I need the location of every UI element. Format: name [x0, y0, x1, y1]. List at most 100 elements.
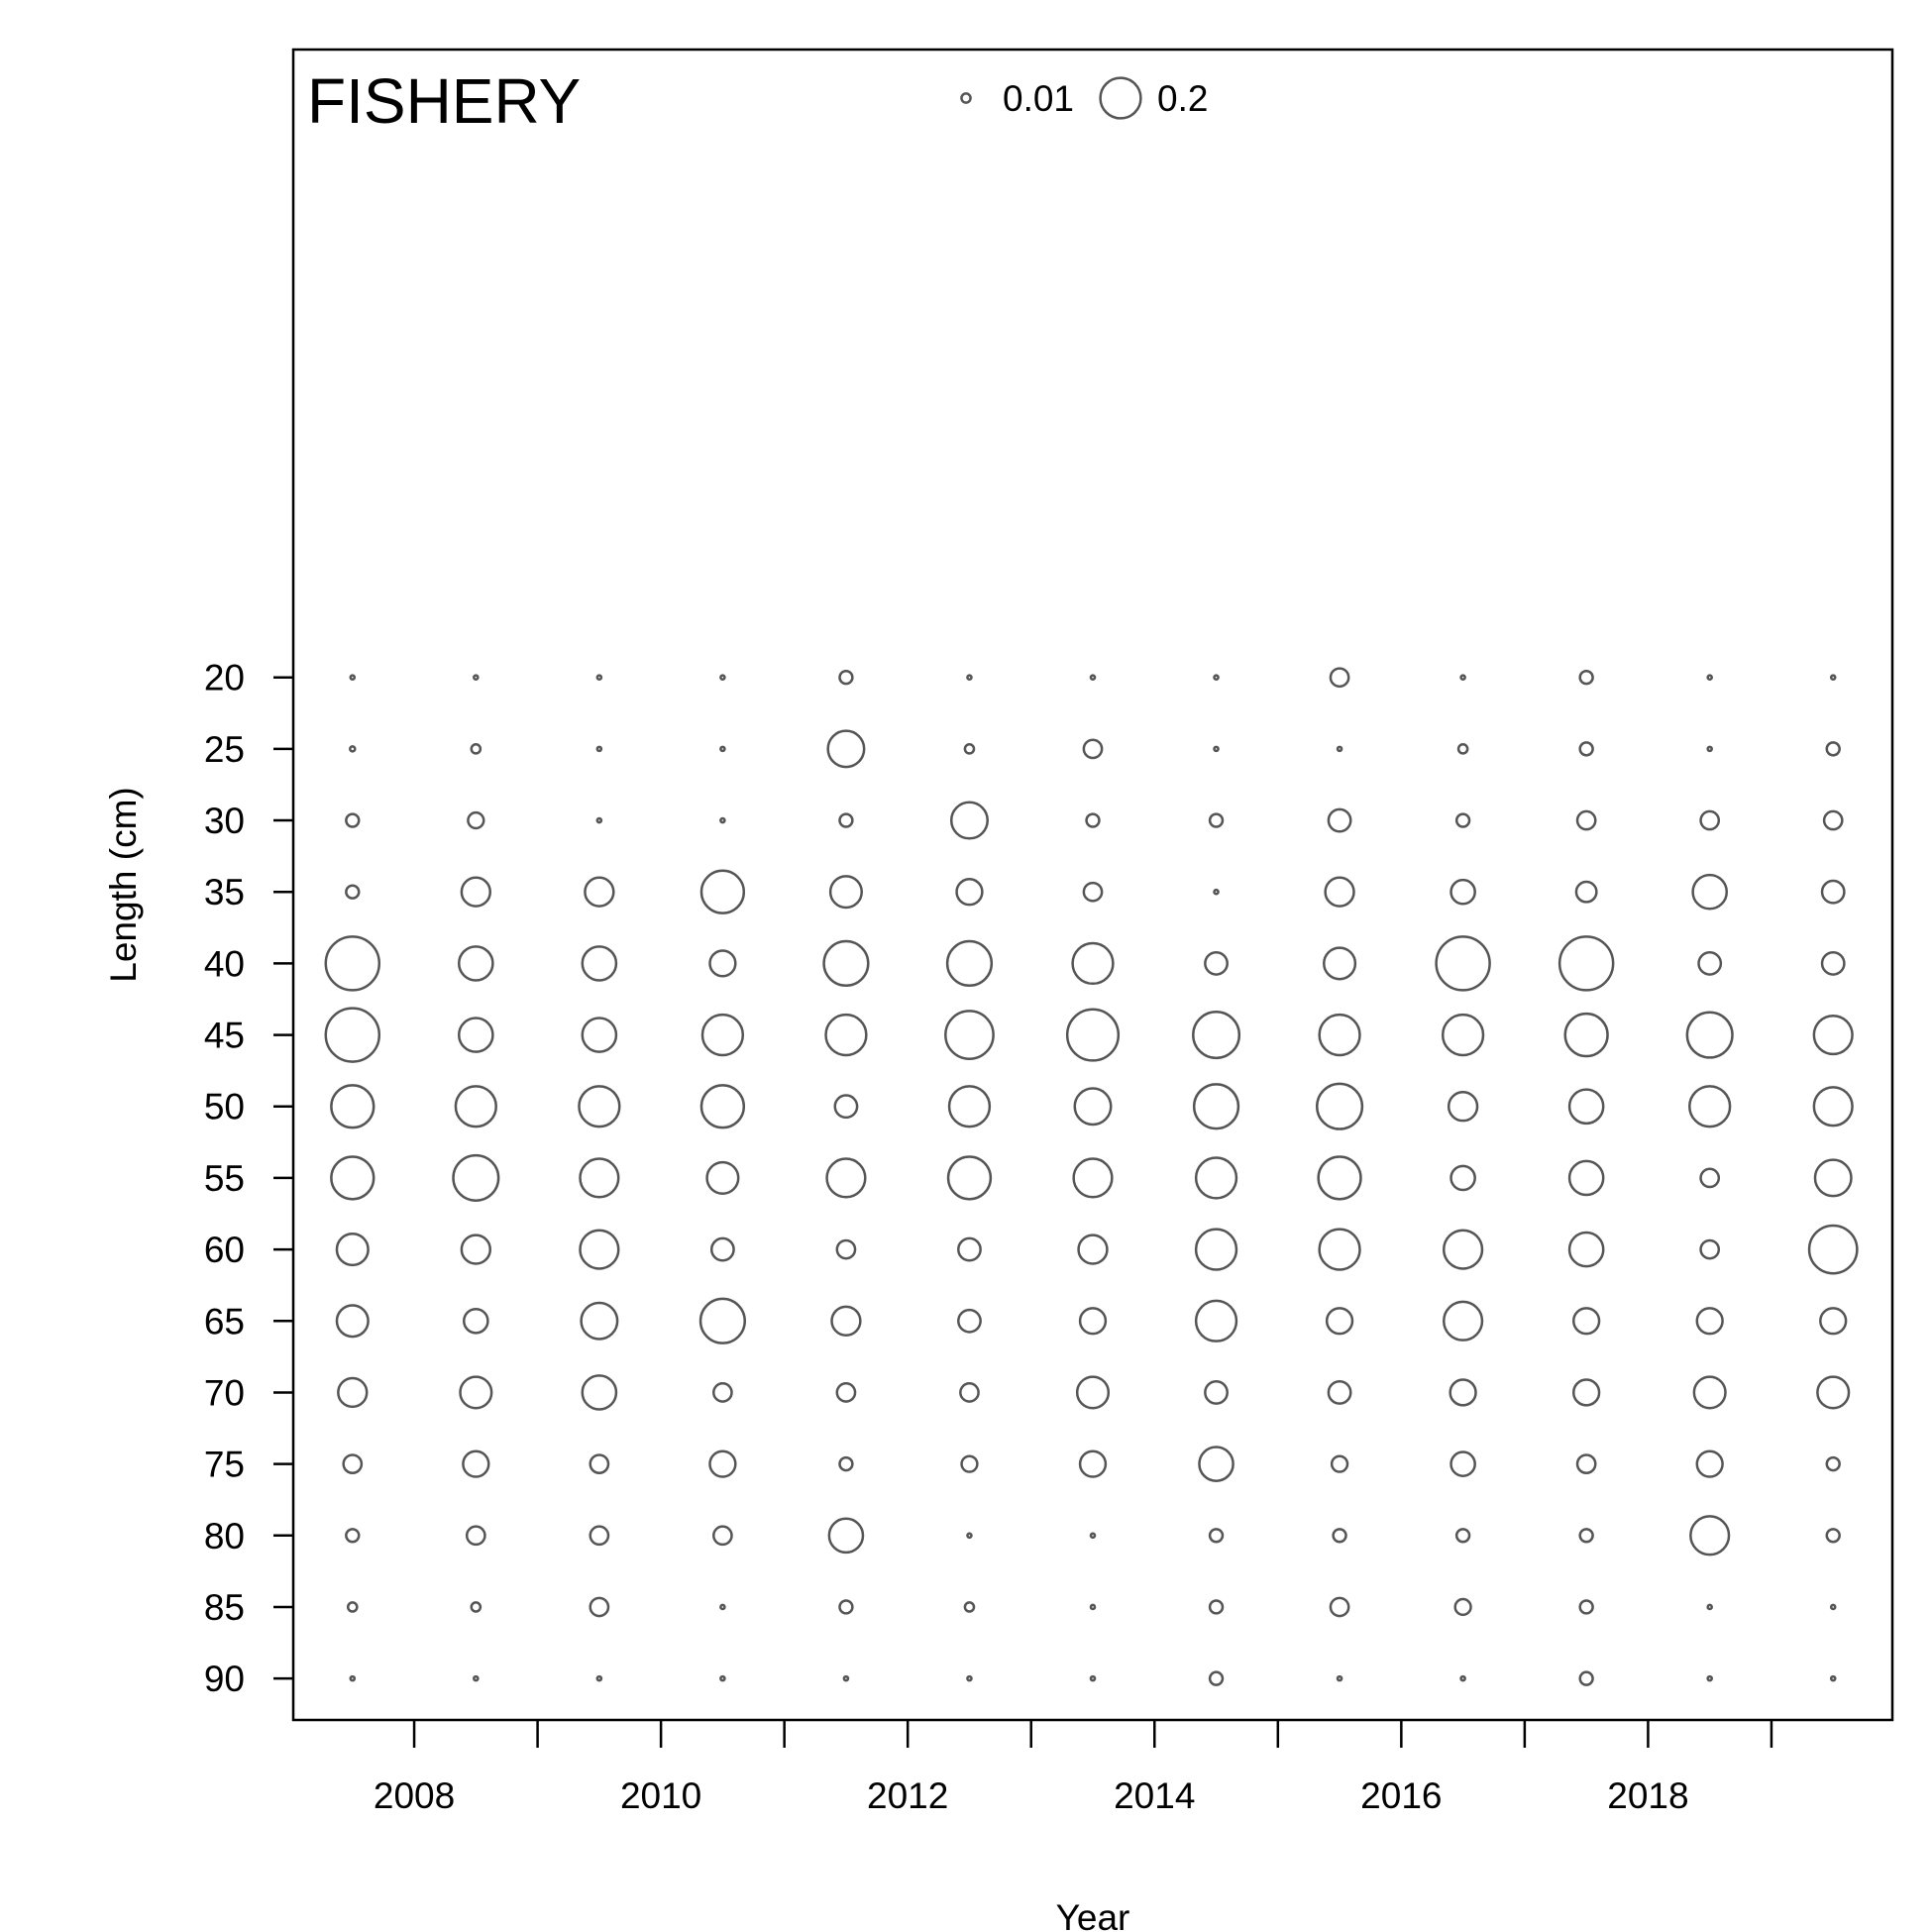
bubble-2015.5-90: [1336, 1674, 1343, 1682]
bubble-2013.5-40: [1071, 941, 1115, 986]
bubble-2013.5-85: [1089, 1603, 1097, 1611]
bubble-2019.5-85: [1829, 1603, 1837, 1611]
bubble-2011.5-55: [825, 1157, 867, 1199]
bubble-2010.5-45: [700, 1013, 745, 1057]
bubble-2012.5-80: [966, 1532, 973, 1540]
bubble-2015.5-80: [1332, 1528, 1347, 1544]
bubble-2014.5-20: [1213, 674, 1220, 681]
x-tick-label-2012: 2012: [867, 1775, 948, 1816]
bubble-2011.5-75: [838, 1455, 854, 1472]
bubble-2010.5-75: [708, 1449, 737, 1478]
bubble-2007.5-25: [349, 745, 357, 753]
bubble-2015.5-35: [1324, 876, 1355, 908]
bubble-2008.5-75: [462, 1449, 490, 1478]
bubble-2007.5-70: [337, 1376, 369, 1409]
bubble-2011.5-35: [828, 875, 863, 910]
y-tick-label-80: 80: [204, 1516, 245, 1556]
y-tick-label-45: 45: [204, 1016, 245, 1056]
bubble-2018.5-65: [1695, 1307, 1724, 1336]
bubble-2009.5-85: [589, 1596, 610, 1618]
legend-label-1: 0.2: [1157, 78, 1208, 119]
bubble-2011.5-40: [822, 939, 870, 988]
bubble-2017.5-65: [1571, 1307, 1601, 1336]
bubble-2017.5-85: [1578, 1599, 1594, 1615]
bubble-2018.5-25: [1706, 745, 1713, 753]
bubble-2018.5-60: [1699, 1238, 1721, 1260]
y-tick-label-40: 40: [204, 943, 245, 984]
bubble-2014.5-85: [1208, 1599, 1225, 1615]
bubble-2013.5-25: [1082, 738, 1104, 760]
y-tick-label-20: 20: [204, 658, 245, 698]
bubble-2009.5-35: [584, 876, 615, 908]
bubble-2010.5-90: [719, 1674, 726, 1682]
bubble-2018.5-75: [1695, 1449, 1724, 1478]
bubble-2012.5-40: [945, 939, 994, 988]
bubble-2011.5-80: [827, 1517, 865, 1555]
bubble-2017.5-40: [1557, 935, 1615, 992]
bubble-2016.5-40: [1435, 935, 1491, 992]
bubble-2014.5-80: [1208, 1528, 1225, 1544]
bubble-2007.5-60: [335, 1233, 370, 1267]
bubble-2014.5-70: [1204, 1380, 1229, 1405]
bubble-2007.5-30: [345, 812, 361, 828]
legend-marker-1: [1099, 76, 1142, 120]
bubble-2015.5-70: [1327, 1380, 1352, 1405]
bubble-2017.5-20: [1578, 669, 1594, 686]
bubble-2011.5-60: [835, 1238, 857, 1260]
y-tick-label-85: 85: [204, 1587, 245, 1628]
bubble-2012.5-50: [947, 1085, 992, 1128]
bubble-2013.5-55: [1072, 1157, 1114, 1199]
y-tick-label-60: 60: [204, 1230, 245, 1270]
y-tick-label-25: 25: [204, 729, 245, 770]
legend: 0.01 0.2: [960, 76, 1208, 120]
bubble-2019.5-45: [1812, 1014, 1854, 1056]
bubble-2012.5-65: [957, 1308, 982, 1334]
bubble-2013.5-20: [1089, 674, 1097, 681]
bubble-2007.5-35: [345, 884, 361, 900]
y-tick-label-35: 35: [204, 872, 245, 912]
bubble-2009.5-60: [579, 1229, 620, 1270]
bubble-2016.5-75: [1449, 1450, 1476, 1477]
bubble-2017.5-50: [1567, 1088, 1605, 1126]
bubble-2019.5-55: [1813, 1158, 1853, 1198]
bubble-2016.5-80: [1454, 1528, 1471, 1544]
bubble-2007.5-85: [346, 1601, 359, 1613]
bubble-2015.5-50: [1316, 1082, 1364, 1130]
bubble-2018.5-20: [1706, 674, 1713, 681]
bubble-2019.5-40: [1820, 950, 1846, 976]
x-tick-label-2014: 2014: [1114, 1775, 1195, 1816]
bubble-2012.5-45: [944, 1010, 995, 1060]
bubble-2013.5-50: [1073, 1087, 1113, 1127]
bubble-2008.5-25: [470, 743, 483, 755]
bubble-2012.5-30: [949, 801, 989, 840]
bubble-2018.5-50: [1688, 1085, 1732, 1128]
bubble-2010.5-35: [699, 869, 746, 914]
bubble-2009.5-75: [589, 1453, 610, 1474]
bubble-2008.5-50: [454, 1085, 497, 1128]
bubble-2013.5-65: [1078, 1307, 1108, 1336]
bubble-2019.5-70: [1816, 1375, 1851, 1410]
bubble-2017.5-35: [1574, 880, 1598, 904]
bubble-2019.5-75: [1825, 1455, 1841, 1472]
bubble-2018.5-30: [1699, 809, 1721, 831]
bubble-2009.5-20: [595, 674, 603, 681]
bubble-2012.5-75: [960, 1454, 979, 1473]
bubble-2018.5-55: [1699, 1167, 1721, 1189]
bubble-2007.5-45: [324, 1007, 381, 1063]
bubble-2019.5-30: [1822, 809, 1844, 831]
bubble-2010.5-85: [719, 1603, 726, 1611]
bubble-2019.5-20: [1829, 674, 1837, 681]
bubble-2016.5-60: [1442, 1229, 1484, 1270]
bubble-2011.5-85: [838, 1599, 854, 1615]
bubble-2008.5-70: [459, 1375, 493, 1410]
bubble-2014.5-50: [1192, 1083, 1240, 1130]
bubble-2012.5-35: [955, 878, 984, 907]
bubble-2012.5-55: [946, 1155, 993, 1201]
bubble-2015.5-55: [1317, 1155, 1362, 1201]
bubble-2010.5-55: [705, 1160, 740, 1195]
bubble-2012.5-85: [963, 1601, 976, 1613]
bubble-2012.5-25: [963, 743, 976, 755]
bubble-2013.5-30: [1085, 812, 1101, 828]
bubble-2019.5-60: [1807, 1224, 1859, 1275]
